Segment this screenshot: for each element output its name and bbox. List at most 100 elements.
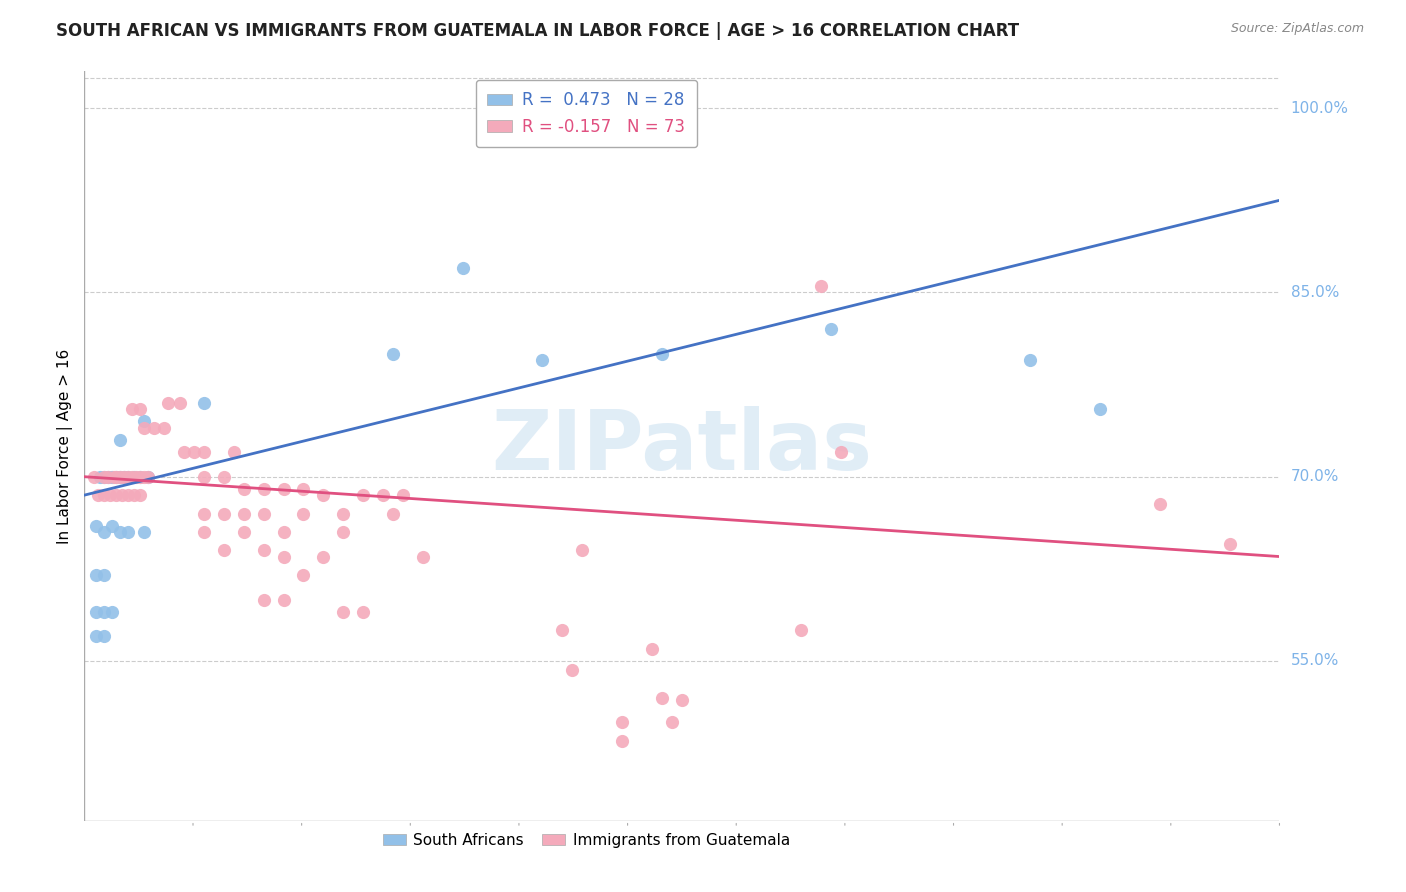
Point xyxy=(1019,353,1042,368)
Point xyxy=(122,469,145,483)
Point xyxy=(132,420,156,434)
Point xyxy=(651,347,673,361)
Point xyxy=(136,469,159,483)
Point xyxy=(193,445,215,459)
Point xyxy=(110,469,132,483)
Point xyxy=(253,507,276,521)
Point xyxy=(93,524,115,539)
Point xyxy=(312,549,335,564)
Point xyxy=(101,519,124,533)
Point xyxy=(531,353,554,368)
Point xyxy=(253,543,276,558)
Point xyxy=(232,482,254,496)
Point xyxy=(86,568,108,582)
Point xyxy=(129,402,152,417)
Point xyxy=(105,488,128,502)
Point xyxy=(110,469,132,483)
Point xyxy=(112,469,135,483)
Point xyxy=(110,524,132,539)
Point xyxy=(253,592,276,607)
Point xyxy=(86,605,108,619)
Text: 55.0%: 55.0% xyxy=(1291,654,1339,668)
Point xyxy=(97,469,120,483)
Point xyxy=(132,524,156,539)
Point xyxy=(571,543,593,558)
Point xyxy=(661,715,683,730)
Point xyxy=(169,396,191,410)
Point xyxy=(183,445,205,459)
Point xyxy=(143,420,166,434)
Point xyxy=(93,568,115,582)
Point xyxy=(612,733,634,747)
Point xyxy=(117,469,139,483)
Point xyxy=(332,605,354,619)
Point xyxy=(193,507,215,521)
Point xyxy=(451,260,474,275)
Point xyxy=(111,488,134,502)
Point xyxy=(790,624,813,638)
Point xyxy=(117,524,139,539)
Point xyxy=(273,592,295,607)
Point xyxy=(382,347,405,361)
Point xyxy=(212,507,235,521)
Point xyxy=(121,469,143,483)
Point xyxy=(373,488,395,502)
Point xyxy=(129,469,152,483)
Point xyxy=(93,488,115,502)
Point xyxy=(273,549,295,564)
Point xyxy=(352,488,374,502)
Point xyxy=(232,507,254,521)
Point xyxy=(129,469,152,483)
Point xyxy=(193,469,215,483)
Point xyxy=(332,524,354,539)
Point xyxy=(641,641,664,656)
Point xyxy=(253,482,276,496)
Point xyxy=(561,663,583,677)
Point xyxy=(352,605,374,619)
Point xyxy=(121,402,143,417)
Point xyxy=(153,420,176,434)
Text: 70.0%: 70.0% xyxy=(1291,469,1339,484)
Point xyxy=(86,519,108,533)
Text: SOUTH AFRICAN VS IMMIGRANTS FROM GUATEMALA IN LABOR FORCE | AGE > 16 CORRELATION: SOUTH AFRICAN VS IMMIGRANTS FROM GUATEMA… xyxy=(56,22,1019,40)
Point xyxy=(212,469,235,483)
Point xyxy=(93,629,115,643)
Point xyxy=(132,469,156,483)
Point xyxy=(671,693,693,707)
Point xyxy=(89,469,111,483)
Point xyxy=(173,445,195,459)
Point xyxy=(382,507,405,521)
Point xyxy=(651,690,673,705)
Point xyxy=(551,624,574,638)
Legend: South Africans, Immigrants from Guatemala: South Africans, Immigrants from Guatemal… xyxy=(377,827,796,855)
Text: 100.0%: 100.0% xyxy=(1291,101,1348,116)
Point xyxy=(292,568,315,582)
Point xyxy=(136,469,159,483)
Point xyxy=(112,469,135,483)
Point xyxy=(273,524,295,539)
Point xyxy=(232,524,254,539)
Point xyxy=(820,322,842,336)
Point xyxy=(103,469,125,483)
Point xyxy=(830,445,852,459)
Point xyxy=(1219,537,1241,551)
Point xyxy=(273,482,295,496)
Point xyxy=(292,507,315,521)
Point xyxy=(132,414,156,428)
Point xyxy=(97,469,120,483)
Point xyxy=(1149,497,1171,511)
Point xyxy=(212,543,235,558)
Point xyxy=(117,469,139,483)
Point xyxy=(93,469,115,483)
Point xyxy=(222,445,245,459)
Text: 85.0%: 85.0% xyxy=(1291,285,1339,300)
Point xyxy=(612,715,634,730)
Text: ZIPatlas: ZIPatlas xyxy=(492,406,872,486)
Point xyxy=(101,469,124,483)
Point xyxy=(292,482,315,496)
Text: Source: ZipAtlas.com: Source: ZipAtlas.com xyxy=(1230,22,1364,36)
Point xyxy=(392,488,415,502)
Y-axis label: In Labor Force | Age > 16: In Labor Force | Age > 16 xyxy=(58,349,73,543)
Point xyxy=(193,396,215,410)
Point xyxy=(810,279,832,293)
